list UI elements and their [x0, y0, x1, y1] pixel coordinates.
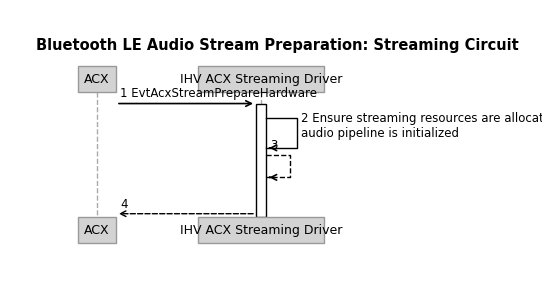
Text: ACX: ACX [85, 224, 110, 237]
Text: 3: 3 [270, 139, 278, 153]
Text: 1 EvtAcxStreamPrepareHardware: 1 EvtAcxStreamPrepareHardware [120, 87, 317, 100]
Text: IHV ACX Streaming Driver: IHV ACX Streaming Driver [180, 73, 342, 86]
Bar [78, 217, 116, 243]
Bar [256, 104, 267, 217]
Bar [198, 217, 324, 243]
Bar [78, 66, 116, 92]
Text: IHV ACX Streaming Driver: IHV ACX Streaming Driver [180, 224, 342, 237]
Bar [198, 66, 324, 92]
Text: 2 Ensure streaming resources are allocated and
audio pipeline is initialized: 2 Ensure streaming resources are allocat… [301, 112, 542, 140]
Text: Bluetooth LE Audio Stream Preparation: Streaming Circuit: Bluetooth LE Audio Stream Preparation: S… [36, 38, 519, 53]
Text: ACX: ACX [85, 73, 110, 86]
Text: 4: 4 [120, 199, 128, 212]
